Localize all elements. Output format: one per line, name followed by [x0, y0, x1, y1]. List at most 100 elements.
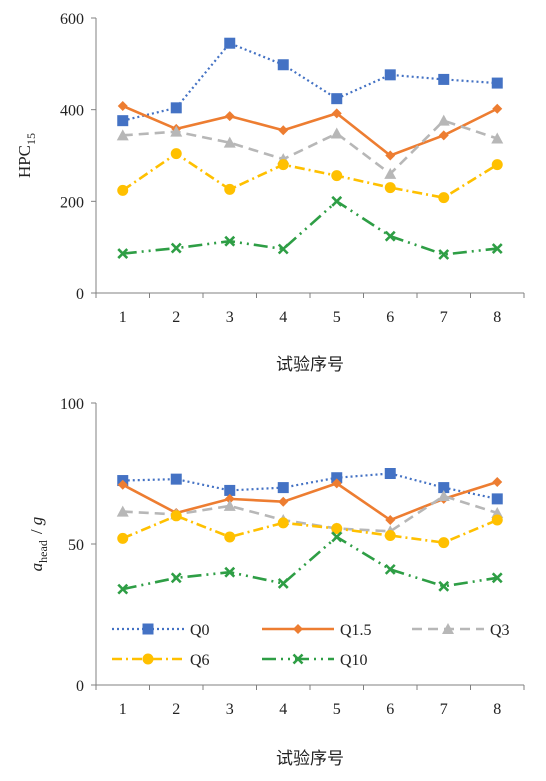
data-point: [385, 515, 396, 526]
x-axis-title: 试验序号: [276, 749, 344, 768]
data-point: [331, 93, 343, 105]
x-tick-label: 4: [279, 701, 287, 718]
data-point: [117, 101, 128, 111]
data-point: [491, 77, 503, 89]
x-tick-label: 3: [226, 309, 234, 326]
chart-panel-2: 0 50 100 1 2 3 4 5 6 7 8 试验序号 ahead/ g Q0 Q1.5 Q3 Q6 Q10: [27, 396, 525, 768]
data-point: [331, 522, 343, 534]
data-point: [223, 499, 236, 511]
legend-swatch-marker: [142, 653, 154, 665]
series-line: [122, 152, 498, 200]
data-point: [224, 111, 235, 122]
legend-swatch-marker: [142, 623, 154, 635]
legend-swatch-marker: [293, 624, 303, 634]
data-point: [331, 472, 343, 484]
series-line: [122, 514, 498, 544]
y-tick-label: 400: [60, 103, 84, 120]
data-point: [116, 505, 129, 517]
data-point: [224, 484, 236, 496]
data-point: [277, 578, 289, 589]
data-point: [331, 108, 342, 119]
legend-item: Q3: [412, 622, 510, 639]
data-point: [277, 159, 289, 171]
data-point: [437, 114, 450, 126]
legend-item: Q10: [262, 652, 368, 669]
data-point: [170, 473, 182, 485]
data-point: [385, 150, 396, 161]
data-point: [384, 167, 397, 179]
data-point: [277, 517, 289, 529]
data-point: [170, 572, 182, 584]
data-point: [438, 249, 450, 260]
x-tick-label: 7: [440, 309, 448, 326]
legend-item: Q1.5: [262, 622, 372, 639]
data-point: [437, 490, 450, 502]
legend-label: Q3: [490, 622, 510, 639]
data-point: [170, 125, 183, 137]
legend-swatch-marker: [442, 623, 454, 634]
data-point: [438, 192, 450, 204]
data-point: [384, 230, 396, 242]
series-line: [122, 119, 498, 176]
data-point: [384, 563, 396, 575]
y-tick-label: 0: [76, 678, 84, 695]
data-point: [492, 103, 503, 114]
data-point: [170, 102, 182, 114]
legend-label: Q0: [190, 622, 210, 639]
chart-panel-1: 0 200 400 600 1 2 3 4 5 6 7 8 试验序号 HPC15: [15, 11, 525, 374]
series-Q10: [117, 531, 503, 595]
data-point: [491, 243, 503, 254]
data-point: [116, 129, 129, 141]
data-point: [491, 514, 503, 526]
x-tick-label: 2: [172, 701, 180, 718]
data-point: [491, 493, 503, 505]
legend-label: Q10: [340, 652, 368, 669]
data-point: [330, 127, 343, 139]
data-point: [438, 580, 450, 592]
series-line: [122, 494, 498, 533]
x-tick-label: 8: [493, 701, 501, 718]
data-point: [491, 159, 503, 171]
data-point: [491, 572, 503, 584]
data-point: [170, 242, 182, 254]
data-point: [224, 493, 235, 504]
x-tick-label: 4: [279, 309, 287, 326]
x-tick-label: 2: [172, 309, 180, 326]
series-line: [122, 104, 498, 157]
data-point: [117, 115, 129, 127]
y-tick-label: 50: [68, 537, 84, 554]
data-point: [331, 195, 343, 207]
data-point: [277, 243, 289, 255]
x-axis-title: 试验序号: [276, 355, 344, 374]
data-point: [277, 59, 289, 71]
data-point: [438, 73, 450, 85]
data-point: [117, 583, 129, 595]
data-point: [224, 183, 236, 195]
series-Q0: [117, 37, 503, 127]
series-Q1.5: [117, 101, 503, 161]
data-point: [223, 136, 236, 148]
data-point: [331, 531, 343, 543]
x-tick-label: 1: [119, 309, 127, 326]
data-point: [224, 37, 236, 49]
series-line: [122, 472, 498, 500]
data-point: [277, 482, 289, 494]
series-Q10: [117, 195, 503, 260]
legend-item: Q0: [112, 622, 210, 639]
y-tick-label: 100: [60, 396, 84, 413]
data-point: [384, 530, 396, 542]
data-point: [117, 532, 129, 544]
x-tick-label: 6: [386, 701, 394, 718]
y-tick-label: 200: [60, 194, 84, 211]
data-point: [438, 482, 450, 494]
data-point: [170, 510, 182, 522]
legend-item: Q6: [112, 652, 210, 669]
data-point: [384, 468, 396, 479]
data-point: [278, 125, 289, 136]
legend: Q0 Q1.5 Q3 Q6 Q10: [112, 622, 510, 669]
data-point: [492, 476, 503, 487]
data-point: [117, 479, 128, 490]
legend-swatch-marker: [292, 653, 304, 665]
data-point: [491, 506, 504, 518]
data-point: [384, 182, 396, 194]
